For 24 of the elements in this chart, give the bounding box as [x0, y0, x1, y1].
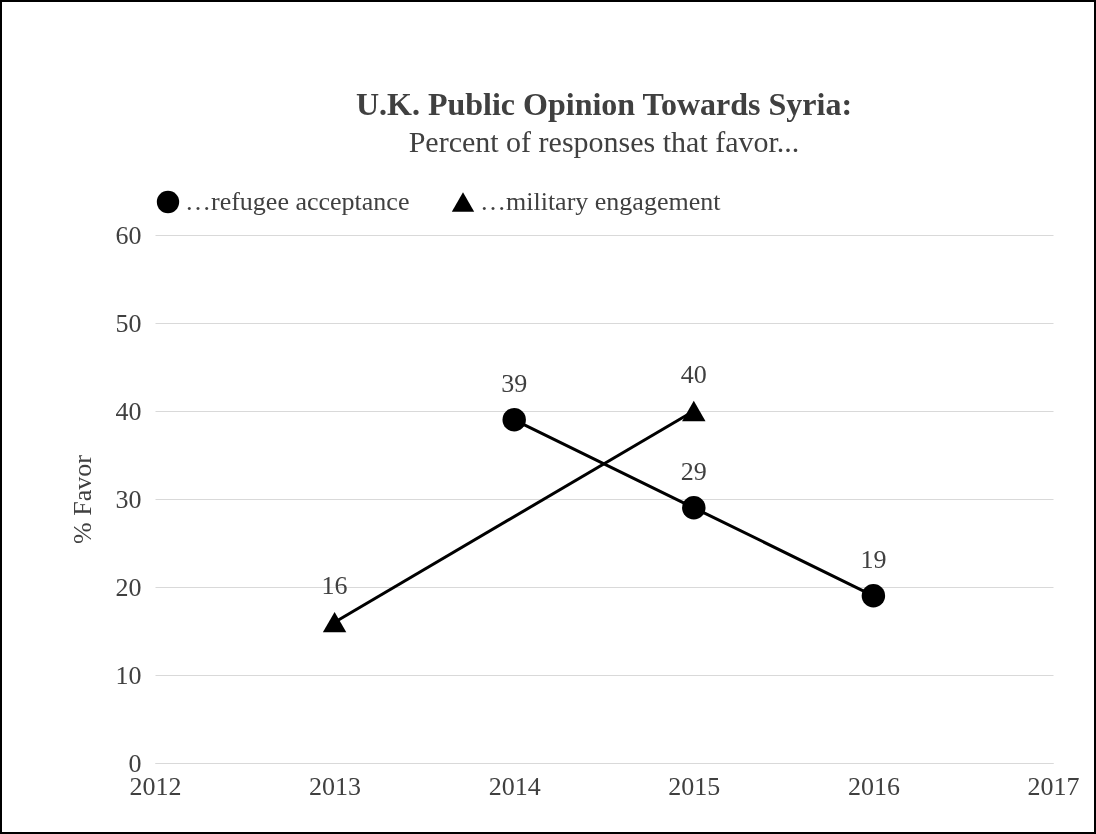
data-label: 40 [680, 360, 707, 389]
x-tick-label: 2017 [1027, 771, 1080, 801]
chart-title: U.K. Public Opinion Towards Syria: [355, 86, 853, 122]
x-tick-label: 2015 [668, 771, 721, 801]
x-tick-label: 2013 [309, 771, 362, 801]
y-tick-label: 40 [115, 396, 142, 426]
x-tick-label: 2014 [488, 771, 541, 801]
chart-subtitle: Percent of responses that favor... [408, 125, 800, 158]
y-tick-label: 20 [115, 572, 142, 602]
data-label: 16 [321, 571, 348, 601]
x-tick-label: 2016 [847, 771, 900, 801]
data-label: 29 [680, 456, 707, 486]
y-axis-title: % Favor [67, 454, 97, 544]
data-label: 19 [860, 544, 887, 574]
point [861, 584, 886, 608]
legend-label: …military engagement [480, 187, 722, 216]
legend-label: …refugee acceptance [185, 187, 410, 216]
point [682, 496, 706, 520]
data-label: 39 [501, 368, 528, 398]
point [502, 408, 526, 432]
y-tick-label: 60 [115, 220, 142, 250]
y-tick-label: 50 [115, 308, 142, 338]
y-tick-label: 30 [115, 484, 142, 514]
y-tick-label: 10 [115, 660, 142, 690]
